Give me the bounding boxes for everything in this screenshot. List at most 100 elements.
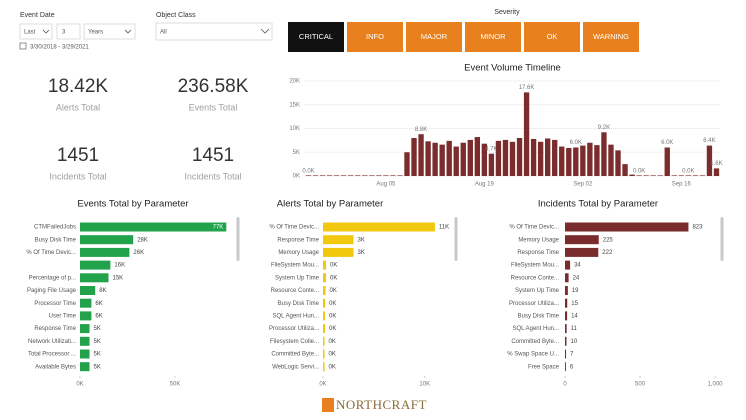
value-label: 6K [95,301,102,307]
category-label: SQL Agent Hun... [273,313,320,319]
value-label: 0K [329,352,336,358]
severity-button[interactable] [583,22,639,52]
value-label: 15 [571,301,578,307]
chart-title: Event Volume Timeline [464,63,561,74]
bar [481,143,488,176]
value-label: 28K [137,237,148,243]
dropdown-value[interactable]: Years [88,30,103,36]
bar [369,175,375,176]
bar [565,260,571,270]
category-label: Total Processor ... [28,352,76,358]
object-class-dropdown[interactable]: All [155,22,273,41]
bar [418,134,424,176]
bar [664,147,670,176]
y-tick-label: 0K [293,174,300,180]
category-label: % Swap Space U... [507,352,559,358]
value-label: 0K [330,275,337,281]
bar [622,164,628,176]
severity-button[interactable] [288,22,344,52]
kpi-label: Incidents Total [49,171,106,181]
bar [474,137,481,176]
value-label: 5K [94,364,101,370]
value-label: 17.6K [519,85,535,91]
bar [80,247,130,257]
scrollbar[interactable] [720,217,724,261]
category-label: FileSystem Mou... [271,263,319,269]
bar [636,175,642,176]
value-label: 6.0K [570,140,582,146]
bar [565,286,568,295]
bar [488,153,495,176]
bar [573,147,579,176]
bar [341,175,347,176]
bar [323,222,435,232]
bar [397,175,403,176]
bar [657,175,663,176]
dropdown-value[interactable]: All [160,30,167,36]
bar [323,362,325,372]
severity-button-label[interactable]: MAJOR [421,32,448,41]
bar [565,336,567,346]
bar [362,175,368,176]
value-label: 77K [213,225,224,231]
category-label: Filesystem Colle... [270,339,319,345]
bar [80,222,227,232]
value-label: 34 [574,263,581,269]
scrollbar[interactable] [236,217,240,261]
dropdown-box[interactable] [83,23,136,40]
x-tick-label: Aug 05 [376,182,396,188]
value-label: 0.0K [682,169,694,175]
value-label: 9.2K [598,125,610,131]
severity-button-label[interactable]: CRITICAL [299,32,333,41]
bar [495,140,502,176]
value-label: 5K [94,326,101,332]
input-value[interactable]: 3 [62,30,66,36]
severity-button[interactable] [465,22,521,52]
period-dropdown[interactable]: Last [19,23,53,40]
severity-button[interactable] [524,22,580,52]
unit-dropdown[interactable]: Years [83,23,136,40]
dropdown-value[interactable]: Last [24,30,36,36]
input-box[interactable] [56,23,81,40]
dropdown-box[interactable] [155,22,273,41]
value-label: 4.7K [485,146,497,152]
y-tick-label: 20K [289,79,300,85]
filter-label: Object Class [156,12,196,19]
severity-label: Severity [494,9,520,16]
x-tick-label: Sep 16 [672,182,692,188]
value-label: 222 [602,250,613,256]
severity-button-label[interactable]: WARNING [593,32,629,41]
kpi-value: 18.42K [48,76,109,97]
bar [509,141,516,176]
chart-title: Events Total by Parameter [77,199,188,210]
bar [323,324,326,334]
category-label: Processor Utiliza... [509,301,559,307]
severity-button-label[interactable]: INFO [366,32,384,41]
dropdown-box[interactable] [19,23,53,40]
chevron [260,28,270,34]
category-label: System Up Time [275,275,320,281]
x-tick-label: 1,000 [707,382,723,388]
logo: NORTHCRAFT [336,397,427,412]
bar [80,336,90,346]
category-label: % Of Time Devic... [26,250,76,256]
bar [552,139,558,176]
category-label: Memory Usage [518,237,559,243]
kpi-label: Alerts Total [56,102,100,112]
severity-button[interactable] [406,22,462,52]
value-label: 19 [572,288,579,294]
count-input[interactable]: 3 [56,23,81,40]
bar [706,145,713,176]
severity-button[interactable] [347,22,403,52]
bar [432,142,438,176]
bar [323,247,354,257]
value-label: 7 [570,352,574,358]
x-tick-label: 50K [170,382,181,388]
bar [650,175,656,176]
bar [305,175,312,176]
scrollbar[interactable] [454,217,458,261]
severity-button-label[interactable]: OK [547,32,558,41]
bar [685,175,692,176]
severity-button-label[interactable]: MINOR [481,32,507,41]
x-tick-label: 0K [319,382,326,388]
